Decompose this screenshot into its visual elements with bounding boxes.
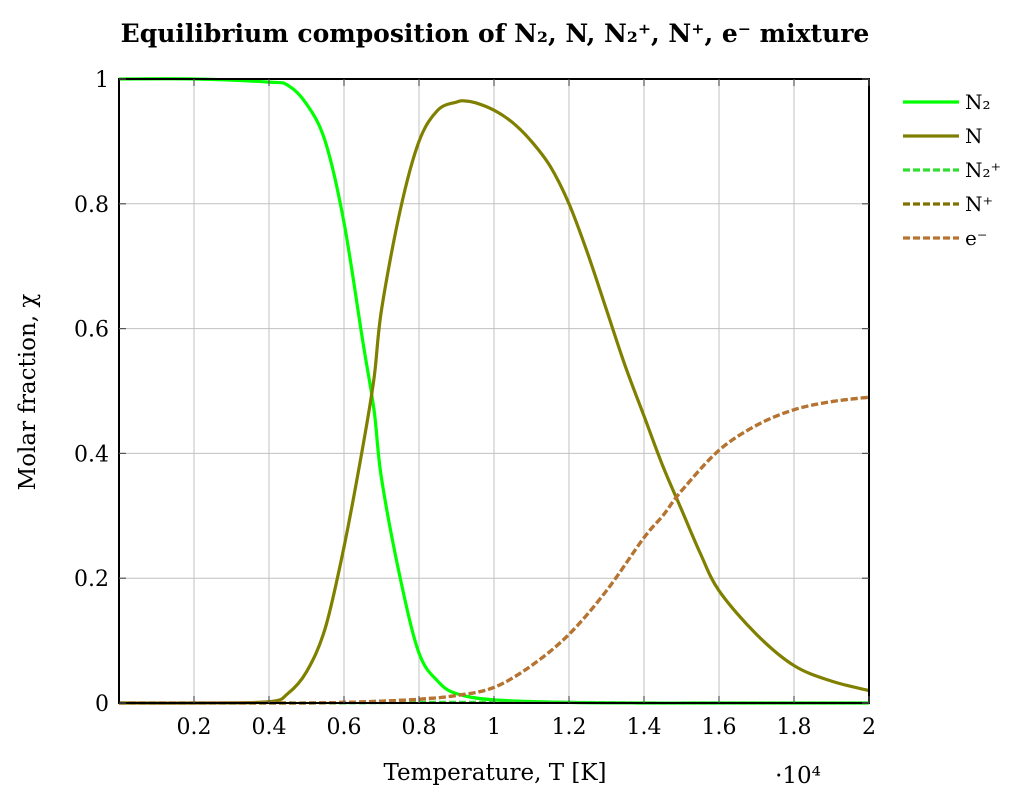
y-tick-label: 0.2 — [74, 567, 109, 592]
y-tick-label: 0.4 — [74, 442, 109, 467]
x-tick-label: 1.2 — [552, 715, 587, 740]
legend-label-n2-plus: N₂⁺ — [965, 158, 1001, 182]
x-tick-label: 0.4 — [252, 715, 287, 740]
y-axis-label: Molar fraction, χ — [15, 294, 41, 491]
y-tick-label: 1 — [95, 68, 109, 93]
grid — [119, 79, 869, 703]
series-line-n — [118, 99, 870, 705]
legend-label-n-plus: N⁺ — [965, 192, 993, 216]
legend: N₂ N N₂⁺ N⁺ e⁻ — [903, 90, 1001, 250]
legend-label-e-minus: e⁻ — [965, 226, 987, 250]
legend-label-n: N — [965, 124, 983, 148]
x-tick-label: 1 — [487, 715, 501, 740]
x-tick-label: 0.8 — [402, 715, 437, 740]
x-axis-label: Temperature, T [K] — [383, 760, 606, 786]
legend-label-n2: N₂ — [965, 90, 991, 114]
x-tick-label: 1.8 — [777, 715, 812, 740]
y-tick-label: 0.6 — [74, 318, 109, 343]
x-tick-label: 2 — [862, 715, 876, 740]
x-axis-multiplier: ·10⁴ — [775, 763, 821, 789]
ticks — [119, 78, 870, 704]
y-tick-label: 0.8 — [74, 193, 109, 218]
tick-labels: 0.2 0.4 0.6 0.8 1 1.2 1.4 1.6 1.8 2 0 0.2 0.4 0.6 0.8 1 — [74, 68, 876, 740]
x-tick-label: 1.6 — [702, 715, 737, 740]
x-tick-label: 0.2 — [177, 715, 212, 740]
y-tick-label: 0 — [95, 692, 109, 717]
x-tick-label: 0.6 — [327, 715, 362, 740]
chart-title: Equilibrium composition of N₂, N, N₂⁺, N… — [121, 19, 870, 48]
x-tick-label: 1.4 — [627, 715, 662, 740]
